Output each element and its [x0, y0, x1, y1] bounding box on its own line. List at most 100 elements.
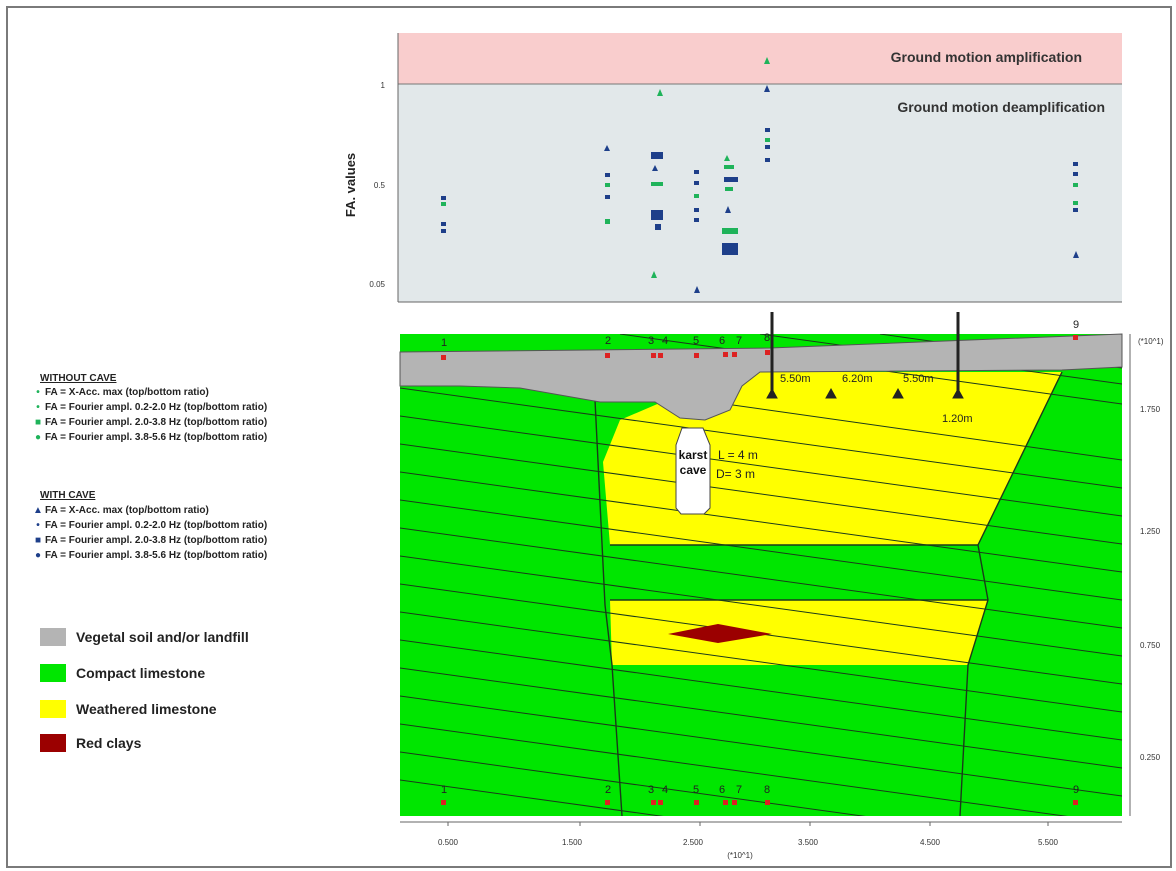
station-marker [605, 800, 610, 805]
spacing-1: 5.50m [780, 373, 811, 385]
station-label-9: 9 [1073, 784, 1079, 796]
marker-with [651, 152, 663, 159]
marker-without [605, 183, 610, 187]
xtick-1-5: 1.500 [562, 838, 583, 847]
xtick-4-5: 4.500 [920, 838, 941, 847]
swatch-compact-limestone [40, 664, 66, 682]
station-label-5: 5 [693, 784, 699, 796]
deamplification-band [398, 84, 1122, 302]
marker-with [765, 158, 770, 162]
marker-with [725, 206, 731, 213]
marker-with [441, 196, 446, 200]
marker-with [1073, 162, 1078, 166]
with-item-1: ▲ FA = X-Acc. max (top/bottom ratio) [33, 505, 209, 516]
station-marker [732, 352, 737, 357]
marker-without [1073, 201, 1078, 205]
swatch-red-clays [40, 734, 66, 752]
station-label-9: 9 [1073, 319, 1079, 331]
cave-label-karst: karst [679, 448, 708, 462]
ytick-1: 1 [381, 81, 386, 90]
ytick-1-25: 1.250 [1140, 527, 1161, 536]
station-marker [441, 355, 446, 360]
without-cave-heading: WITHOUT CAVE [40, 373, 117, 384]
karst-cave [675, 427, 711, 515]
with-item-3: ■ FA = Fourier ampl. 2.0-3.8 Hz (top/bott… [34, 535, 268, 546]
fa-markers [441, 57, 1079, 293]
marker-without [725, 187, 733, 191]
without-item-4: ● FA = Fourier ampl. 3.8-5.6 Hz (top/bott… [34, 432, 268, 443]
marker-with [694, 170, 699, 174]
material-vegetal-soil: Vegetal soil and/or landfill [76, 629, 249, 645]
marker-without [651, 271, 657, 278]
station-marker [723, 352, 728, 357]
station-marker [1073, 800, 1078, 805]
station-marker [605, 353, 610, 358]
marker-with [651, 210, 663, 220]
top-station-labels: 1 2 3 4 5 6 7 8 9 [441, 319, 1079, 349]
station-label-7: 7 [736, 335, 742, 347]
marker-without [722, 228, 738, 234]
ytick-0-75: 0.750 [1140, 641, 1161, 650]
station-label-2: 2 [605, 335, 611, 347]
cave-label-cave: cave [680, 463, 707, 477]
marker-with [1073, 208, 1078, 212]
x-axis-ticks [447, 822, 1049, 826]
without-item-2: • FA = Fourier ampl. 0.2-2.0 Hz (top/bott… [36, 402, 268, 413]
top-stations [441, 335, 1078, 360]
cross-section: karst cave L = 4 m D= 3 m 5.50m 6.20m 5.… [399, 312, 1164, 860]
station-label-1: 1 [441, 784, 447, 796]
without-item-3: ■ FA = Fourier ampl. 2.0-3.8 Hz (top/bott… [34, 417, 268, 428]
marker-with [441, 229, 446, 233]
fa-plot: Ground motion amplification Ground motio… [343, 33, 1122, 303]
station-marker [694, 353, 699, 358]
bottom-station-labels: 1 2 3 4 5 6 7 8 9 [441, 784, 1079, 796]
marker-with [694, 218, 699, 222]
y-axis-multiplier: (*10^1) [1138, 337, 1164, 346]
amplification-label: Ground motion amplification [891, 49, 1082, 65]
station-marker [441, 800, 446, 805]
marker-with [764, 85, 770, 92]
vegetal-soil-layer [399, 333, 1123, 421]
station-label-3: 3 [648, 335, 654, 347]
marker-without [605, 219, 610, 224]
station-marker [651, 353, 656, 358]
amplification-band [398, 33, 1122, 84]
xtick-5-5: 5.500 [1038, 838, 1059, 847]
station-marker [1073, 335, 1078, 340]
ytick-0-05: 0.05 [369, 280, 385, 289]
station-marker [651, 800, 656, 805]
fault-lines [594, 371, 1063, 817]
deamplification-label: Ground motion deamplification [897, 99, 1105, 115]
station-label-6: 6 [719, 784, 725, 796]
marker-without [651, 182, 663, 186]
marker-with [765, 128, 770, 132]
marker-with [1073, 251, 1079, 258]
marker-with [722, 243, 738, 255]
marker-without [441, 202, 446, 206]
marker-without [724, 165, 734, 169]
marker-with [694, 286, 700, 293]
material-red-clays: Red clays [76, 735, 142, 751]
with-item-2: • FA = Fourier ampl. 0.2-2.0 Hz (top/bott… [36, 520, 268, 531]
marker-with [655, 224, 661, 230]
marker-with [694, 181, 699, 185]
with-item-4: ● FA = Fourier ampl. 3.8-5.6 Hz (top/bott… [34, 550, 268, 561]
marker-without [764, 57, 770, 64]
ytick-1-75: 1.750 [1140, 405, 1161, 414]
station-marker [723, 800, 728, 805]
cave-length: L = 4 m [718, 448, 758, 462]
station-marker [658, 353, 663, 358]
station-marker [732, 800, 737, 805]
station-label-4: 4 [662, 784, 668, 796]
xtick-3-5: 3.500 [798, 838, 819, 847]
marker-with [1073, 172, 1078, 176]
marker-with [724, 177, 738, 182]
red-clay-lens [668, 624, 772, 643]
spacing-2: 6.20m [842, 373, 873, 385]
marker-without [765, 138, 770, 142]
station-label-3: 3 [648, 784, 654, 796]
station-marker [658, 800, 663, 805]
marker-without [657, 89, 663, 96]
marker-with [652, 165, 658, 171]
